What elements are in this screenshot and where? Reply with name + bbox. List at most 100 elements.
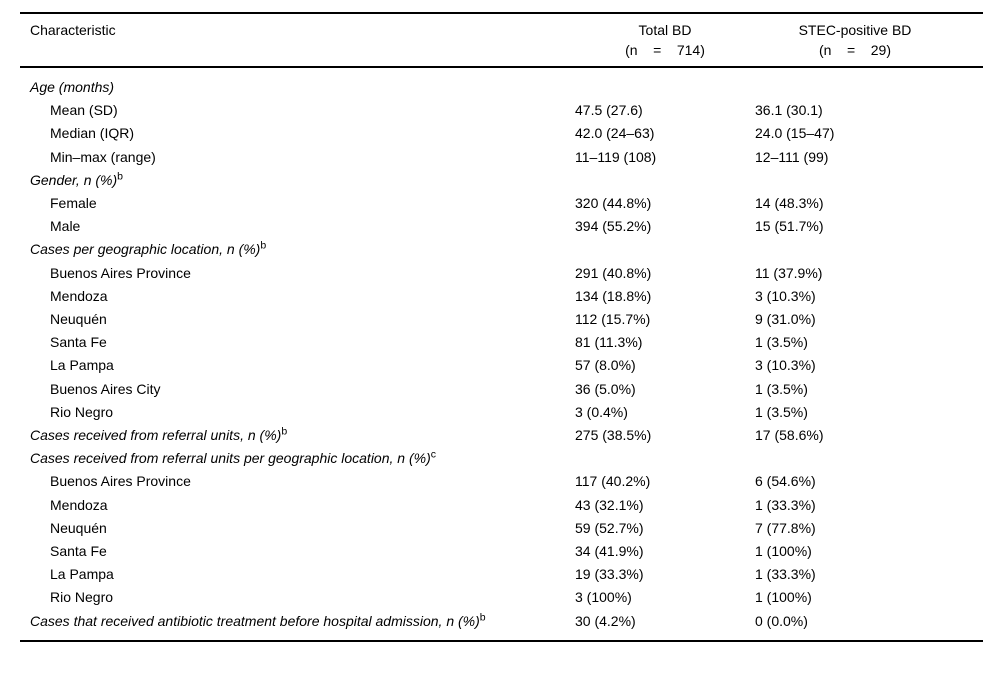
row-label-cell: Neuquén — [20, 308, 575, 331]
stec-bd-value: 1 (100%) — [755, 589, 812, 606]
header-stec-bd: STEC-positive BD (n = 29) — [755, 13, 983, 68]
header-characteristic-label: Characteristic — [30, 22, 116, 38]
row-label: Cases that received antibiotic treatment… — [30, 612, 480, 629]
stec-bd-value: 6 (54.6%) — [755, 473, 816, 490]
stec-bd-value: 17 (58.6%) — [755, 427, 824, 444]
table-row: Cases received from referral units, n (%… — [20, 424, 983, 447]
stec-bd-value: 3 (10.3%) — [755, 287, 816, 304]
total-bd-value: 3 (100%) — [575, 589, 632, 606]
row-label: La Pampa — [50, 357, 114, 374]
row-label: Buenos Aires City — [50, 380, 161, 397]
table-row: Cases per geographic location, n (%)b — [20, 238, 983, 261]
row-label-cell: Mendoza — [20, 494, 575, 517]
header-total-bd-title: Total BD — [638, 22, 692, 38]
row-label: La Pampa — [50, 566, 114, 583]
row-label: Rio Negro — [50, 589, 114, 606]
row-label-cell: Santa Fe — [20, 540, 575, 563]
total-bd-value: 134 (18.8%) — [575, 287, 652, 304]
table-row: Min–max (range) 11–119 (108) 12–111 (99) — [20, 146, 983, 169]
stec-bd-value: 9 (31.0%) — [755, 311, 816, 328]
table-row: Cases that received antibiotic treatment… — [20, 610, 983, 641]
row-label-cell: Buenos Aires Province — [20, 262, 575, 285]
row-label: Age (months) — [30, 79, 115, 95]
table-row: Neuquén 59 (52.7%) 7 (77.8%) — [20, 517, 983, 540]
row-footnote-marker: b — [117, 170, 123, 183]
row-label: Cases received from referral units, n (%… — [30, 427, 282, 444]
total-bd-value: 59 (52.7%) — [575, 519, 644, 536]
table-row: Mean (SD) 47.5 (27.6) 36.1 (30.1) — [20, 99, 983, 122]
table-row: Female 320 (44.8%) 14 (48.3%) — [20, 192, 983, 215]
stec-bd-value — [755, 447, 983, 470]
row-label-cell: Rio Negro — [20, 401, 575, 424]
stec-bd-value: 36.1 (30.1) — [755, 102, 823, 119]
total-bd-value: 320 (44.8%) — [575, 195, 652, 212]
table-row: Male 394 (55.2%) 15 (51.7%) — [20, 215, 983, 238]
characteristics-table: Characteristic Total BD (n = 714) STEC-p… — [20, 12, 983, 642]
total-bd-value — [575, 169, 755, 192]
table-row: Median (IQR) 42.0 (24–63) 24.0 (15–47) — [20, 122, 983, 145]
table-row: Buenos Aires City 36 (5.0%) 1 (3.5%) — [20, 378, 983, 401]
total-bd-value: 117 (40.2%) — [575, 473, 651, 490]
table-row: La Pampa 19 (33.3%) 1 (33.3%) — [20, 563, 983, 586]
total-bd-value: 81 (11.3%) — [575, 334, 643, 351]
total-bd-value: 19 (33.3%) — [575, 566, 644, 583]
table-row: Rio Negro 3 (100%) 1 (100%) — [20, 586, 983, 609]
total-bd-value: 36 (5.0%) — [575, 380, 636, 397]
total-bd-value: 3 (0.4%) — [575, 403, 628, 420]
row-label-cell: Rio Negro — [20, 586, 575, 609]
total-bd-value: 42.0 (24–63) — [575, 125, 655, 142]
table-row: Neuquén 112 (15.7%) 9 (31.0%) — [20, 308, 983, 331]
stec-bd-value: 1 (3.5%) — [755, 380, 808, 397]
table-row: Gender, n (%)b — [20, 169, 983, 192]
row-label-cell: Min–max (range) — [20, 146, 575, 169]
table-row: Buenos Aires Province 117 (40.2%) 6 (54.… — [20, 470, 983, 493]
row-label: Rio Negro — [50, 403, 114, 420]
row-label: Mendoza — [50, 496, 108, 513]
table-body: Age (months) Mean (SD) 47.5 (27.6) 36.1 … — [20, 67, 983, 641]
row-label-cell: Cases received from referral units, n (%… — [20, 424, 575, 447]
table-row: Buenos Aires Province 291 (40.8%) 11 (37… — [20, 262, 983, 285]
row-label: Cases received from referral units per g… — [30, 450, 431, 467]
row-label: Neuquén — [50, 311, 107, 328]
stec-bd-value: 14 (48.3%) — [755, 195, 824, 212]
row-label-cell: Cases that received antibiotic treatment… — [20, 610, 575, 641]
stec-bd-value: 1 (100%) — [755, 543, 812, 560]
row-label: Neuquén — [50, 519, 107, 536]
total-bd-value: 394 (55.2%) — [575, 218, 652, 235]
header-stec-bd-title: STEC-positive BD — [798, 22, 912, 38]
row-label-cell: Mean (SD) — [20, 99, 575, 122]
row-label: Median (IQR) — [50, 125, 135, 142]
row-label: Mendoza — [50, 287, 108, 304]
total-bd-value: 47.5 (27.6) — [575, 102, 643, 119]
total-bd-value: 34 (41.9%) — [575, 543, 644, 560]
row-label-cell: Neuquén — [20, 517, 575, 540]
stec-bd-value: 3 (10.3%) — [755, 357, 816, 374]
table-row: Cases received from referral units per g… — [20, 447, 983, 470]
total-bd-value: 112 (15.7%) — [575, 311, 651, 328]
stec-bd-value: 15 (51.7%) — [755, 218, 824, 235]
row-label-cell: Cases per geographic location, n (%)b — [20, 238, 575, 261]
row-footnote-marker: b — [281, 425, 288, 438]
row-label: Cases per geographic location, n (%) — [30, 241, 261, 258]
row-label-cell: Cases received from referral units per g… — [20, 447, 575, 470]
row-label: Min–max (range) — [50, 148, 156, 165]
table-row: Mendoza 43 (32.1%) 1 (33.3%) — [20, 494, 983, 517]
total-bd-value: 57 (8.0%) — [575, 357, 636, 374]
row-label-cell: Mendoza — [20, 285, 575, 308]
row-footnote-marker: b — [479, 611, 486, 624]
stec-bd-value: 1 (3.5%) — [755, 403, 808, 420]
stec-bd-value — [755, 169, 983, 192]
total-bd-value: 11–119 (108) — [575, 148, 657, 165]
total-bd-value — [575, 447, 755, 470]
table-row: Santa Fe 81 (11.3%) 1 (3.5%) — [20, 331, 983, 354]
row-label: Female — [50, 195, 97, 212]
header-stec-bd-n: (n = 29) — [819, 41, 891, 58]
table-row: Age (months) — [20, 67, 983, 99]
row-label-cell: Buenos Aires Province — [20, 470, 575, 493]
row-label-cell: La Pampa — [20, 354, 575, 377]
header-total-bd-n: (n = 714) — [625, 41, 705, 58]
total-bd-value — [575, 238, 755, 261]
stec-bd-value — [755, 238, 983, 261]
total-bd-value: 30 (4.2%) — [575, 612, 636, 629]
row-label: Santa Fe — [50, 334, 107, 351]
